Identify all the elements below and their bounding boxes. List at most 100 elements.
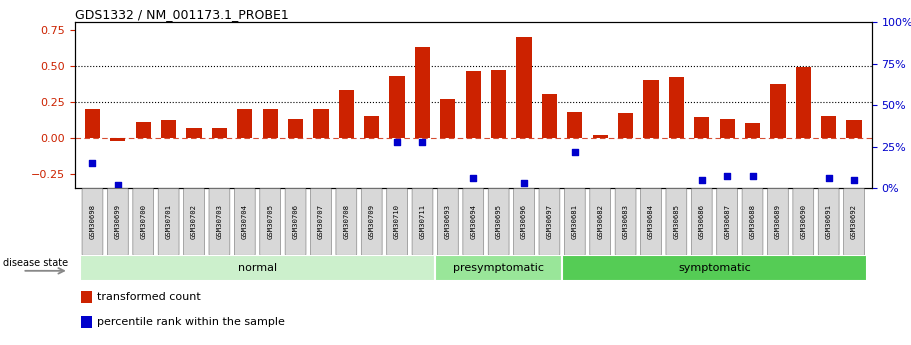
FancyBboxPatch shape [793, 189, 814, 255]
Text: GSM30706: GSM30706 [292, 204, 299, 239]
Text: GSM30709: GSM30709 [369, 204, 374, 239]
Text: transformed count: transformed count [97, 292, 200, 302]
Text: GSM30707: GSM30707 [318, 204, 324, 239]
Point [313, 214, 328, 219]
FancyBboxPatch shape [311, 189, 332, 255]
Bar [364, 116, 379, 138]
FancyBboxPatch shape [107, 189, 128, 255]
Point [796, 210, 811, 216]
Bar [237, 109, 252, 138]
Point [822, 175, 836, 181]
Text: percentile rank within the sample: percentile rank within the sample [97, 317, 285, 327]
Text: GSM30688: GSM30688 [750, 204, 755, 239]
Text: GSM30690: GSM30690 [800, 204, 806, 239]
Bar [694, 117, 710, 138]
Text: GSM30681: GSM30681 [572, 204, 578, 239]
FancyBboxPatch shape [615, 189, 636, 255]
Text: GSM30710: GSM30710 [394, 204, 400, 239]
Bar [262, 109, 278, 138]
Point [466, 175, 481, 181]
Bar [795, 67, 811, 138]
Bar [517, 37, 532, 138]
Bar [771, 84, 785, 138]
FancyBboxPatch shape [640, 189, 661, 255]
Text: GSM30711: GSM30711 [419, 204, 425, 239]
Text: GSM30686: GSM30686 [699, 204, 705, 239]
Text: GSM30708: GSM30708 [343, 204, 349, 239]
Text: GSM30705: GSM30705 [267, 204, 273, 239]
Bar [542, 95, 557, 138]
Bar [187, 128, 201, 138]
Point [619, 214, 633, 219]
Bar [618, 113, 633, 138]
Text: symptomatic: symptomatic [678, 263, 751, 273]
FancyBboxPatch shape [412, 189, 433, 255]
FancyBboxPatch shape [742, 189, 763, 255]
Bar [562, 255, 866, 281]
Point [491, 202, 506, 207]
Point [212, 223, 227, 229]
FancyBboxPatch shape [285, 189, 306, 255]
FancyBboxPatch shape [336, 189, 357, 255]
Point [238, 202, 252, 207]
Text: GSM30702: GSM30702 [191, 204, 197, 239]
Point [86, 160, 100, 166]
Bar [339, 90, 354, 138]
Bar [466, 71, 481, 138]
FancyBboxPatch shape [234, 189, 255, 255]
Bar [435, 255, 562, 281]
FancyBboxPatch shape [362, 189, 382, 255]
Point [161, 222, 176, 227]
Bar [80, 255, 435, 281]
Bar [288, 119, 303, 138]
Point [136, 231, 150, 237]
Bar [568, 112, 582, 138]
Point [517, 180, 531, 186]
Text: GSM30687: GSM30687 [724, 204, 730, 239]
Bar [81, 316, 92, 328]
Point [694, 177, 709, 183]
Point [263, 210, 278, 216]
Text: GSM30685: GSM30685 [673, 204, 680, 239]
Point [390, 139, 404, 145]
Text: GSM30701: GSM30701 [166, 204, 171, 239]
Point [339, 214, 353, 219]
Point [720, 174, 734, 179]
Point [644, 212, 659, 217]
Text: GSM30682: GSM30682 [598, 204, 603, 239]
Bar [136, 122, 151, 138]
Text: GSM30698: GSM30698 [89, 204, 96, 239]
Point [110, 182, 125, 187]
Point [542, 202, 557, 207]
FancyBboxPatch shape [691, 189, 712, 255]
Text: GSM30691: GSM30691 [825, 204, 832, 239]
FancyBboxPatch shape [717, 189, 738, 255]
Bar [669, 77, 684, 138]
FancyBboxPatch shape [589, 189, 610, 255]
Bar [745, 123, 760, 138]
Text: GSM30695: GSM30695 [496, 204, 502, 239]
Point [846, 177, 861, 183]
Text: disease state: disease state [3, 258, 68, 267]
FancyBboxPatch shape [82, 189, 103, 255]
FancyBboxPatch shape [159, 189, 179, 255]
FancyBboxPatch shape [209, 189, 230, 255]
Bar [161, 120, 176, 138]
FancyBboxPatch shape [844, 189, 865, 255]
Bar [440, 99, 456, 138]
Text: GSM30692: GSM30692 [851, 204, 857, 239]
Bar [846, 120, 862, 138]
Text: GSM30693: GSM30693 [445, 204, 451, 239]
Point [771, 210, 785, 216]
FancyBboxPatch shape [133, 189, 154, 255]
Point [415, 139, 430, 145]
Bar [592, 135, 608, 138]
Text: GSM30699: GSM30699 [115, 204, 121, 239]
Text: GSM30684: GSM30684 [648, 204, 654, 239]
Text: GSM30703: GSM30703 [217, 204, 222, 239]
Text: GSM30696: GSM30696 [521, 204, 527, 239]
Text: normal: normal [238, 263, 277, 273]
Bar [643, 80, 659, 138]
FancyBboxPatch shape [488, 189, 509, 255]
Bar [390, 76, 404, 138]
